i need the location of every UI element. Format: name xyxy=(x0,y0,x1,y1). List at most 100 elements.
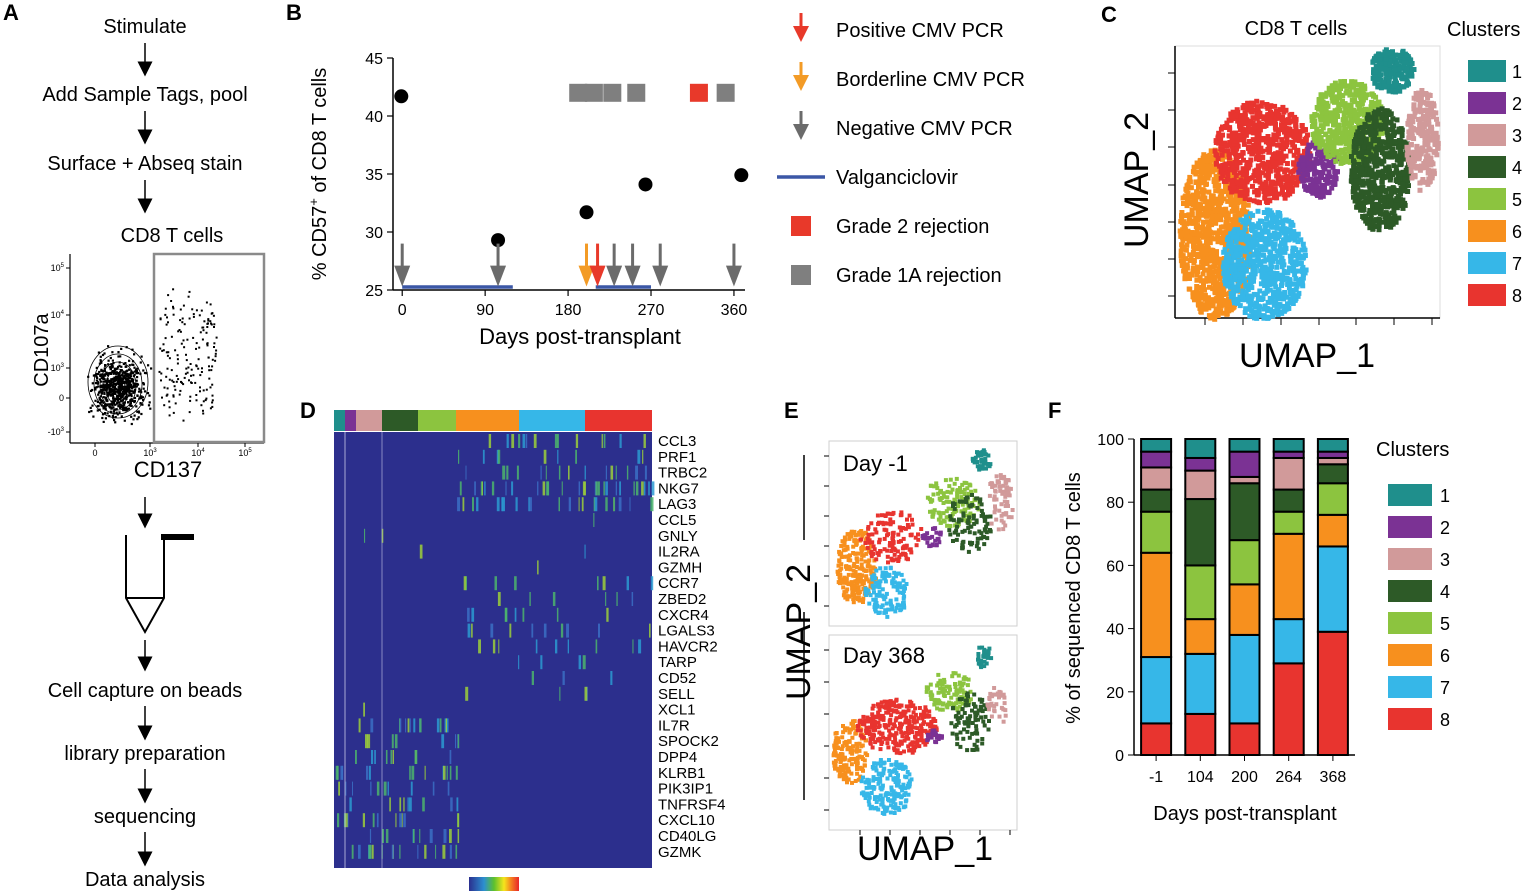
umap-cell-2 xyxy=(1327,179,1333,185)
flow-event xyxy=(133,400,136,403)
d-cluster-header xyxy=(334,410,652,431)
umap-cell-4 xyxy=(1387,221,1392,227)
umap-cell-5 xyxy=(1347,112,1353,118)
flow-event xyxy=(201,338,204,341)
umap-cell-4 xyxy=(1366,114,1372,120)
umap-cell-7 xyxy=(1235,283,1241,289)
umap-cell-4 xyxy=(1367,222,1373,228)
flow-event xyxy=(178,393,181,396)
umap-cell-8 xyxy=(1272,163,1278,168)
umap-cell-1 xyxy=(1404,52,1410,58)
umap-cell-5 xyxy=(1342,83,1348,89)
umap-cell-5 xyxy=(1332,122,1338,128)
umap-cell-6 xyxy=(1205,228,1211,234)
umap-cell-7 xyxy=(1240,292,1246,298)
heatmap-cell xyxy=(601,434,603,448)
flow-event xyxy=(120,415,123,418)
umap-cell-5 xyxy=(1326,85,1332,91)
flow-event xyxy=(183,376,186,379)
umap-cell-4 xyxy=(1373,115,1379,121)
cluster-bar-4 xyxy=(382,410,418,431)
cd57-data-point xyxy=(734,168,749,183)
umap-cell-7 xyxy=(1255,303,1261,309)
umap-cell-6 xyxy=(1185,196,1190,201)
flow-event xyxy=(119,405,122,409)
flow-event xyxy=(119,394,122,398)
flow-event xyxy=(119,390,122,393)
umap-cell-3 xyxy=(1419,165,1425,171)
umap-cell-6 xyxy=(1217,285,1223,291)
umap-cell-1 xyxy=(1395,72,1401,78)
flow-event xyxy=(121,399,125,402)
umap-cell-8 xyxy=(1234,146,1240,152)
umap-cell-5 xyxy=(1348,102,1354,108)
umap-cell-8 xyxy=(1245,145,1251,151)
umap-cell-8 xyxy=(1245,162,1251,168)
flow-event xyxy=(104,397,107,400)
umap-cell-2 xyxy=(1300,177,1306,183)
flow-event xyxy=(195,342,198,345)
umap-cell-1 xyxy=(1404,66,1410,72)
flow-event xyxy=(101,416,104,420)
flow-event xyxy=(92,374,95,377)
flow-event xyxy=(185,353,187,356)
umap-cell-3 xyxy=(1418,96,1424,102)
umap-cell-4 xyxy=(1348,178,1354,184)
umap-cell-3 xyxy=(1434,152,1440,158)
umap-cell-7 xyxy=(1231,229,1237,235)
flow-event xyxy=(195,347,197,350)
umap-cell-8 xyxy=(1270,120,1276,126)
heatmap-cell xyxy=(557,449,559,464)
umap-cell-4 xyxy=(1398,162,1404,168)
umap-cell-8 xyxy=(1254,111,1260,117)
flow-event xyxy=(96,405,99,408)
umap-cell-6 xyxy=(1208,212,1213,218)
umap-cell-2 xyxy=(1329,185,1335,191)
flow-event xyxy=(209,386,212,389)
umap-cell-7 xyxy=(1263,274,1269,280)
umap-cell-5 xyxy=(1325,154,1331,159)
umap-cell-6 xyxy=(1210,169,1216,175)
umap-cell-8 xyxy=(1291,134,1297,139)
flow-event xyxy=(165,375,168,378)
flow-event xyxy=(199,390,201,393)
umap-cell-6 xyxy=(1215,282,1221,288)
umap-cell-1 xyxy=(1381,65,1387,71)
umap-cell-8 xyxy=(1239,116,1245,122)
umap-cell-5 xyxy=(1356,122,1362,128)
flow-event xyxy=(199,374,202,377)
umap-cell-7 xyxy=(1269,213,1275,219)
heatmap-cell xyxy=(605,465,607,480)
umap-cell-3 xyxy=(1426,128,1432,134)
umap-cell-7 xyxy=(1247,246,1253,252)
flow-event xyxy=(211,401,214,404)
flow-event xyxy=(213,323,216,326)
umap-cell-6 xyxy=(1194,228,1200,234)
umap-cell-8 xyxy=(1279,137,1285,143)
flow-event xyxy=(117,389,120,392)
umap-cell-6 xyxy=(1207,258,1213,264)
umap-cell-6 xyxy=(1205,246,1211,252)
flow-event xyxy=(95,366,98,369)
umap-cell-7 xyxy=(1274,225,1280,231)
umap-cell-4 xyxy=(1377,189,1383,195)
flow-event xyxy=(128,368,131,371)
umap-cell-6 xyxy=(1212,283,1218,289)
c-legend-swatch xyxy=(1468,92,1506,114)
umap-cell-8 xyxy=(1220,173,1226,179)
flow-event xyxy=(125,397,128,401)
flow-event xyxy=(114,416,117,419)
panel-d: D CCL3PRF1TRBC2NKG7LAG3CCL5GNLYIL2RAGZMH… xyxy=(300,398,726,891)
umap-cell-6 xyxy=(1179,230,1185,236)
umap-cell-6 xyxy=(1183,236,1189,241)
umap-cell-6 xyxy=(1213,268,1219,274)
umap-cell-7 xyxy=(1240,297,1246,303)
umap-cell-4 xyxy=(1396,215,1402,221)
umap-cell-7 xyxy=(1247,313,1253,319)
umap-cell-3 xyxy=(1420,177,1426,182)
umap-cell-6 xyxy=(1213,255,1219,261)
tick-exp: 5 xyxy=(61,263,65,269)
umap-cell-4 xyxy=(1381,194,1387,200)
umap-cell-7 xyxy=(1249,259,1255,265)
